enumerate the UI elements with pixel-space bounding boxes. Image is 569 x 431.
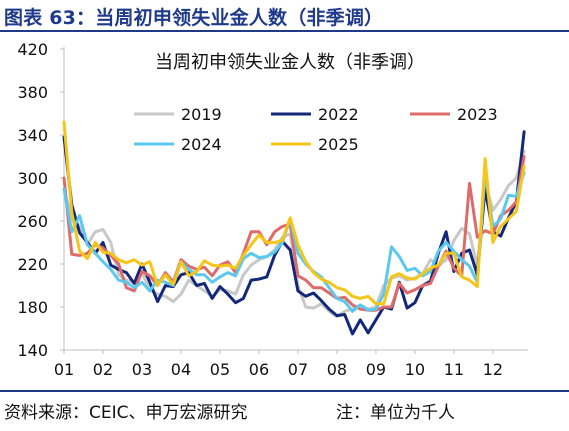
y-tick-label: 420 [17, 40, 48, 59]
chart-legend: 2019 2022 2023 2024 2025 [134, 105, 498, 154]
y-tick-label: 260 [17, 212, 48, 231]
x-tick-label: 12 [483, 360, 503, 379]
x-tick-label: 08 [327, 360, 347, 379]
y-tick-label: 300 [17, 169, 48, 188]
x-tick-label: 01 [54, 360, 74, 379]
line-chart: 140 180 220 260 300 340 380 420 01 02 03 04 05 06 07 08… [17, 40, 528, 379]
chart-axes: 140 180 220 260 300 340 380 420 01 02 03 04 05 06 07 08… [17, 40, 528, 379]
y-tick-label: 220 [17, 255, 48, 274]
footer-divider [0, 390, 569, 392]
y-tick-label: 380 [17, 83, 48, 102]
y-tick-label: 340 [17, 126, 48, 145]
unit-note: 注：单位为千人 [336, 403, 455, 423]
y-tick-label: 180 [17, 298, 48, 317]
x-tick-label: 09 [366, 360, 386, 379]
x-tick-label: 10 [405, 360, 425, 379]
x-tick-label: 03 [132, 360, 152, 379]
legend-label-2019: 2019 [181, 105, 222, 124]
chart-title: 当周初申领失业金人数（非季调） [155, 52, 425, 73]
x-tick-label: 02 [93, 360, 113, 379]
x-tick-label: 04 [171, 360, 191, 379]
legend-label-2022: 2022 [318, 105, 359, 124]
series-layer [62, 120, 526, 336]
x-tick-label: 11 [444, 360, 464, 379]
source-note: 资料来源：CEIC、申万宏源研究 [4, 403, 248, 423]
legend-label-2025: 2025 [318, 135, 359, 154]
x-tick-label: 05 [210, 360, 230, 379]
legend-label-2024: 2024 [181, 135, 222, 154]
legend-label-2023: 2023 [457, 105, 498, 124]
x-tick-label: 07 [288, 360, 308, 379]
figure-title: 图表 63：当周初申领失业金人数（非季调） [4, 7, 384, 29]
series-line-2025 [62, 120, 526, 306]
x-tick-label: 06 [249, 360, 269, 379]
y-tick-label: 140 [17, 341, 48, 360]
title-divider [0, 30, 569, 32]
series-line-2022 [62, 130, 526, 336]
